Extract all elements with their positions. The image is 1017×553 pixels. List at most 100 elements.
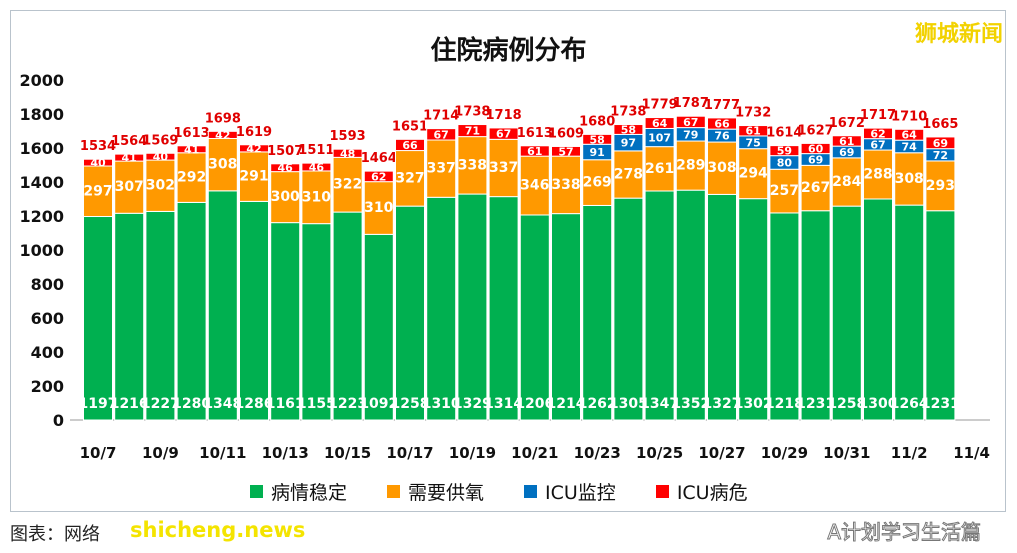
bar-segment [894,152,925,206]
y-tick-label: 1400 [19,173,64,192]
data-label: 75 [746,136,761,149]
data-label: 337 [427,161,456,177]
data-label: 1231 [921,396,960,412]
total-label: 1619 [236,125,272,140]
y-tick-label: 1600 [19,139,64,158]
bar-segment [769,145,800,157]
bar-segment [395,138,425,152]
data-label: 308 [707,160,736,176]
bar-segment [145,159,176,212]
data-label: 267 [801,180,830,196]
x-tick-label: 10/25 [636,444,683,462]
data-label: 46 [278,162,294,175]
bar-segment [176,152,207,203]
data-label: 71 [465,125,480,138]
total-label: 1614 [766,126,802,141]
account-watermark: A计划学习生活篇 [827,520,982,545]
bar-segment [863,127,893,140]
data-label: 1286 [235,396,274,412]
data-label: 40 [90,157,106,170]
data-label: 1347 [640,396,679,412]
x-tick-label: 11/2 [891,444,928,462]
data-label: 289 [676,158,705,174]
data-label: 1348 [203,396,242,412]
bar-segment [707,193,737,421]
data-label: 297 [83,183,112,199]
data-label: 293 [926,178,955,194]
data-label: 91 [590,146,605,159]
legend-swatch [387,485,401,498]
bar-segment [519,214,550,421]
data-label: 288 [863,167,892,183]
data-label: 300 [271,189,300,205]
data-label: 1223 [328,396,367,412]
data-label: 338 [551,177,580,193]
data-label: 57 [558,145,573,158]
bar-segment [207,190,238,421]
data-label: 74 [902,140,918,153]
data-label: 41 [122,152,137,165]
data-label: 1300 [859,396,898,412]
bar-segment [301,223,332,421]
data-label: 66 [714,118,730,131]
x-tick-label: 10/9 [142,444,179,462]
data-label: 1310 [422,396,461,412]
data-label: 1216 [110,396,149,412]
data-label: 284 [832,174,861,190]
total-label: 1680 [579,114,615,129]
data-label: 69 [933,137,948,150]
total-label: 1717 [860,108,896,123]
data-label: 97 [621,137,636,150]
data-label: 67 [683,116,698,129]
data-label: 1231 [796,396,835,412]
data-label: 61 [527,145,542,158]
total-label: 1787 [673,96,709,111]
data-label: 66 [402,139,418,152]
bar-segment [83,216,113,421]
bar-segment [363,233,394,421]
x-tick-label: 10/7 [80,444,117,462]
data-label: 42 [246,142,261,155]
data-label: 1155 [297,396,336,412]
bar-segment [332,148,363,158]
x-tick-label: 10/13 [262,444,309,462]
legend-swatch [655,485,669,498]
data-label: 1197 [79,396,118,412]
data-label: 64 [902,129,918,142]
x-tick-label: 11/4 [953,444,990,462]
data-label: 41 [184,143,199,156]
data-label: 346 [520,178,549,194]
x-tick-label: 10/27 [698,444,745,462]
data-label: 310 [364,200,393,216]
data-label: 67 [870,138,885,151]
bar-segment [925,210,956,421]
bar-segment [613,197,644,421]
bar-segment [613,124,644,135]
bar-segment [707,141,737,195]
bar-segment [769,212,800,421]
total-label: 1698 [205,111,241,126]
total-label: 1714 [423,109,459,124]
data-label: 67 [434,128,449,141]
bar-segment [644,146,675,192]
data-label: 60 [808,143,824,156]
site-watermark: shicheng.news [130,518,306,542]
bar-segment [925,136,956,150]
total-label: 1779 [642,98,678,113]
bar-segment [426,128,457,141]
bar-segment [551,145,581,157]
data-label: 62 [371,170,386,183]
bar-segment [894,204,925,421]
data-label: 62 [870,127,885,140]
data-label: 1280 [172,396,211,412]
bar-segment [675,115,706,129]
bar-segment [800,210,831,421]
bar-segment [519,155,550,216]
bar-segment [301,162,332,172]
y-tick-label: 2000 [19,71,64,90]
data-label: 107 [648,132,671,145]
bar-segment [675,189,706,421]
total-label: 1613 [174,126,210,141]
legend: 病情稳定 需要供氧 ICU监控 ICU病危 [250,478,748,505]
data-label: 1329 [453,396,492,412]
